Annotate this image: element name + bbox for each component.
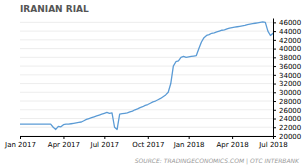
grid-line [20,83,273,84]
y-tick-label: 20000 [279,133,301,141]
y-tick: 24000 [273,115,301,123]
y-tick-mark [273,101,276,102]
y-tick-label: 36000 [279,63,301,71]
y-tick: 38000 [273,54,301,62]
grid-line [20,101,273,102]
x-tick-label: Apr 2017 [48,141,80,149]
x-tick-mark [148,136,149,139]
x-tick: Jan 2018 [173,136,205,149]
grid-line [20,31,273,32]
grid-line [20,92,273,93]
y-tick-mark [273,66,276,67]
x-tick: Oct 2017 [132,136,164,149]
y-tick: 36000 [273,63,301,71]
x-tick-mark [63,136,64,139]
chart: Jan 2017 Apr 2017 Jul 2017 Oct 2017 Jan 2018… [0,0,303,166]
x-axis: Jan 2017 Apr 2017 Jul 2017 Oct 2017 Jan 2018… [4,136,288,149]
y-tick-label: 24000 [279,115,301,123]
grid-line [20,118,273,119]
y-tick-label: 28000 [279,98,301,106]
title: IRANIAN RIAL [20,4,89,14]
y-tick: 44000 [273,28,301,36]
y-tick: 46000 [273,19,301,27]
x-tick-label: Apr 2018 [217,141,249,149]
y-tick-label: 38000 [279,54,301,62]
x-tick-mark [104,136,105,139]
x-tick-label: Jan 2018 [173,141,205,149]
grid-line [20,39,273,40]
y-tick: 32000 [273,80,301,88]
y-tick-mark [273,49,276,50]
y-tick-mark [273,110,276,111]
y-tick-label: 30000 [279,89,301,97]
marks [20,22,273,130]
y-tick-label: 40000 [279,45,301,53]
series-line [20,22,273,130]
x-tick: Apr 2017 [48,136,80,149]
y-tick-mark [273,136,276,137]
y-tick-mark [273,31,276,32]
plot: Jan 2017 Apr 2017 Jul 2017 Oct 2017 Jan 2018… [4,19,301,149]
y-tick: 30000 [273,89,301,97]
y-tick-label: 32000 [279,80,301,88]
y-tick-label: 44000 [279,28,301,36]
y-tick: 40000 [273,45,301,53]
y-tick-mark [273,75,276,76]
y-tick-mark [273,119,276,120]
x-axis-line [21,136,274,137]
y-tick-label: 22000 [279,124,301,132]
annotation: SOURCE: TRADINGECONOMICS.COM | OTC INTER… [135,157,300,165]
y-tick-mark [273,22,276,23]
grid-line [20,66,273,67]
y-tick-label: 34000 [279,72,301,80]
x-tick-label: Oct 2017 [132,141,164,149]
x-tick: Jan 2017 [4,136,36,149]
x-tick-label: Jan 2017 [4,141,36,149]
x-tick-mark [189,136,190,139]
grid-line [20,136,273,137]
y-tick-mark [273,84,276,85]
x-tick-mark [232,136,233,139]
y-tick-mark [273,92,276,93]
x-tick-label: Jul 2017 [90,141,120,149]
y-tick-mark [273,40,276,41]
grid-line [20,22,273,23]
y-tick: 42000 [273,37,301,45]
y-tick-mark [273,127,276,128]
y-tick: 26000 [273,107,301,115]
y-tick: 20000 [273,133,301,141]
y-tick-mark [273,57,276,58]
y-tick: 28000 [273,98,301,106]
grid-line [20,48,273,49]
y-axis: 2000022000240002600028000300003200034000… [273,19,301,141]
grid-line [20,74,273,75]
y-tick-label: 26000 [279,107,301,115]
grid-line [20,57,273,58]
x-tick: Jul 2017 [90,136,120,149]
x-tick-mark [20,136,21,139]
x-tick: Apr 2018 [217,136,249,149]
x-tick-label: Jul 2018 [258,141,288,149]
y-tick: 22000 [273,124,301,132]
grid [20,22,273,136]
grid-line [20,109,273,110]
y-tick-label: 42000 [279,37,301,45]
y-tick-label: 46000 [279,19,301,27]
y-tick: 34000 [273,72,301,80]
